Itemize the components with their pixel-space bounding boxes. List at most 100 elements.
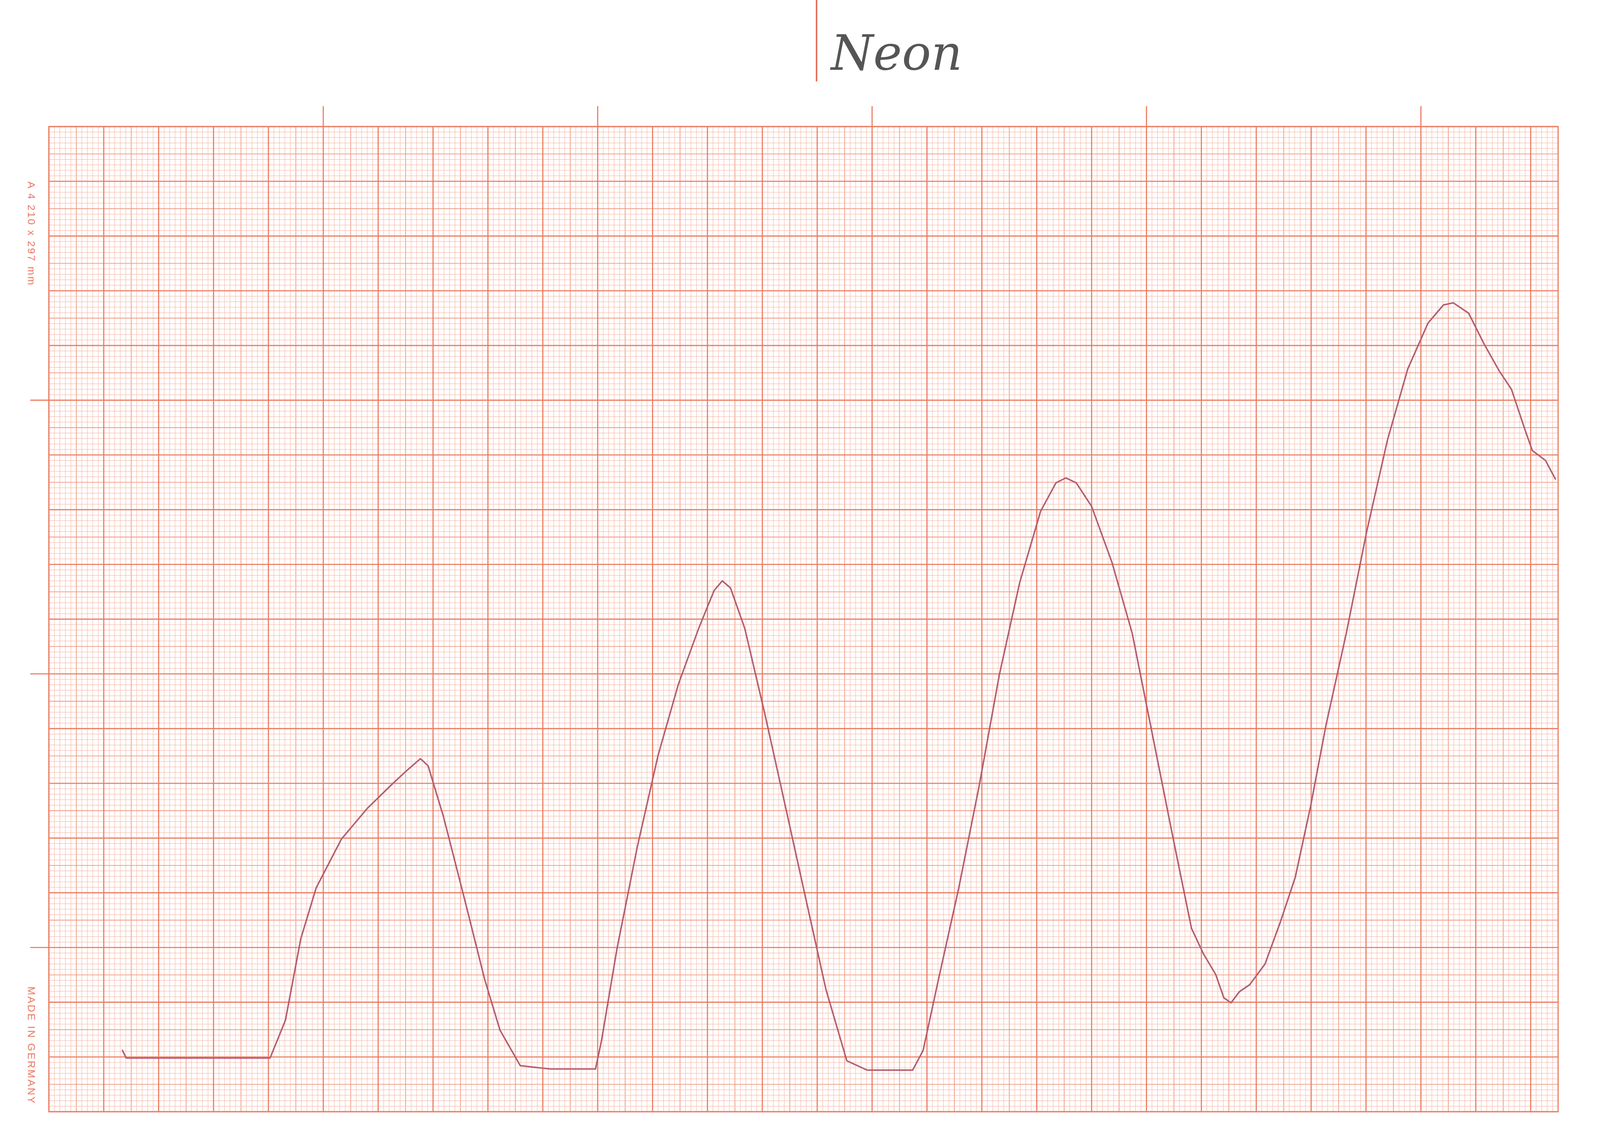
minor-grid — [48, 646, 1559, 648]
grid-line — [48, 1002, 1559, 1004]
minor-grid — [48, 1040, 1559, 1042]
minor-grid — [48, 263, 1559, 264]
minor-grid — [48, 668, 1559, 669]
grid-line — [48, 399, 1559, 401]
minor-grid — [48, 465, 1559, 467]
minor-grid — [48, 329, 1559, 330]
paper-label: A 4 210 x 297 mm — [25, 181, 38, 287]
minor-grid — [48, 208, 1559, 210]
minor-grid — [48, 438, 1559, 439]
minor-grid — [48, 137, 1559, 138]
minor-grid — [48, 876, 1559, 878]
tick-mark — [871, 106, 873, 127]
grid-line — [48, 454, 1559, 456]
minor-grid — [48, 931, 1559, 932]
minor-grid — [48, 367, 1559, 368]
minor-grid — [48, 1019, 1559, 1020]
minor-grid — [48, 405, 1559, 406]
minor-grid — [48, 1073, 1559, 1074]
minor-grid — [48, 821, 1559, 823]
grid-line — [48, 837, 1559, 839]
minor-grid — [48, 411, 1559, 412]
minor-grid — [48, 175, 1559, 176]
minor-grid — [48, 219, 1559, 220]
minor-grid — [48, 684, 1559, 686]
minor-grid — [48, 1095, 1559, 1096]
minor-grid — [48, 1051, 1559, 1053]
minor-grid — [48, 389, 1559, 390]
minor-grid — [48, 657, 1559, 658]
minor-grid — [48, 246, 1559, 248]
minor-grid — [48, 351, 1559, 352]
minor-grid — [48, 444, 1559, 445]
minor-grid — [48, 958, 1559, 959]
minor-grid — [48, 482, 1559, 484]
minor-grid — [48, 799, 1559, 801]
minor-grid — [48, 739, 1559, 741]
minor-grid — [48, 575, 1559, 576]
minor-grid — [48, 865, 1559, 867]
minor-grid — [48, 942, 1559, 943]
minor-grid — [48, 361, 1559, 363]
minor-grid — [48, 274, 1559, 275]
minor-grid — [48, 816, 1559, 817]
minor-grid — [48, 734, 1559, 735]
grid-line — [48, 618, 1559, 620]
minor-grid — [48, 997, 1559, 998]
minor-grid — [48, 1013, 1559, 1014]
minor-grid — [48, 372, 1559, 374]
minor-grid — [48, 307, 1559, 308]
minor-grid — [48, 898, 1559, 899]
minor-grid — [48, 750, 1559, 751]
minor-grid — [48, 296, 1559, 297]
minor-grid — [48, 312, 1559, 313]
minor-grid — [48, 202, 1559, 204]
minor-grid — [48, 536, 1559, 538]
minor-grid — [48, 789, 1559, 790]
grid — [48, 126, 1559, 1113]
minor-grid — [48, 777, 1559, 779]
minor-grid — [48, 569, 1559, 571]
minor-grid — [48, 131, 1559, 133]
minor-grid — [48, 170, 1559, 171]
curve — [122, 303, 1556, 1071]
minor-grid — [48, 1079, 1559, 1080]
tick-mark — [322, 106, 324, 127]
tick-mark — [1420, 106, 1422, 127]
minor-grid — [48, 492, 1559, 494]
minor-grid — [48, 597, 1559, 598]
minor-grid — [48, 301, 1559, 303]
minor-grid — [48, 416, 1559, 418]
grid-line — [48, 564, 1559, 566]
minor-grid — [48, 706, 1559, 708]
minor-grid — [48, 859, 1559, 861]
minor-grid — [48, 805, 1559, 806]
minor-grid — [48, 613, 1559, 615]
minor-grid — [48, 854, 1559, 856]
minor-grid — [48, 498, 1559, 500]
data — [122, 303, 1556, 1071]
grid-line — [48, 235, 1559, 237]
minor-grid — [48, 531, 1559, 533]
grid-line — [48, 1056, 1559, 1058]
minor-grid — [48, 279, 1559, 281]
minor-grid — [48, 679, 1559, 680]
minor-grid — [48, 641, 1559, 642]
minor-grid — [48, 1089, 1559, 1091]
grid-line — [48, 783, 1559, 784]
minor-grid — [48, 832, 1559, 834]
minor-grid — [48, 471, 1559, 472]
minor-grid — [48, 767, 1559, 768]
minor-grid — [48, 142, 1559, 144]
minor-grid — [48, 515, 1559, 516]
minor-grid — [48, 1035, 1559, 1036]
minor-grid — [48, 432, 1559, 434]
minor-grid — [48, 624, 1559, 626]
minor-grid — [48, 580, 1559, 582]
minor-grid — [48, 334, 1559, 335]
minor-grid — [48, 635, 1559, 636]
minor-grid — [48, 504, 1559, 505]
minor-grid — [48, 849, 1559, 850]
minor-grid — [48, 662, 1559, 664]
minor-grid — [48, 1067, 1559, 1069]
